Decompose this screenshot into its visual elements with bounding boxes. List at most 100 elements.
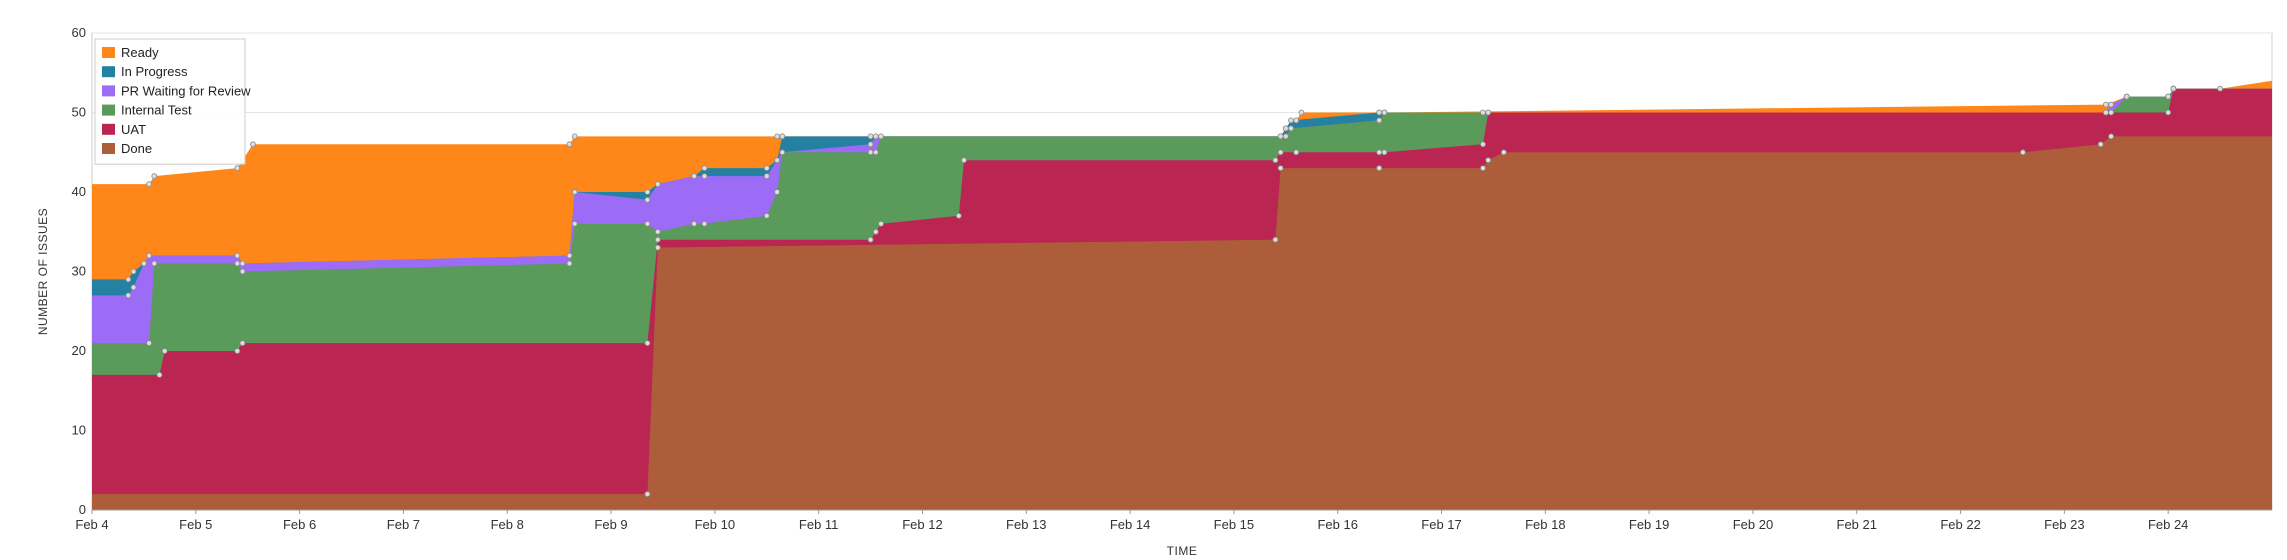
point-uat[interactable] <box>654 236 661 243</box>
point-pr-waiting-for-review[interactable] <box>130 284 137 291</box>
point-internal-test[interactable] <box>234 260 241 267</box>
point-pr-waiting-for-review[interactable] <box>234 252 241 259</box>
legend-label-internal-test[interactable]: Internal Test <box>121 103 192 118</box>
point-pr-waiting-for-review[interactable] <box>644 196 651 203</box>
point-internal-test[interactable] <box>701 220 708 227</box>
point-pr-waiting-for-review[interactable] <box>654 181 661 188</box>
legend-label-uat[interactable]: UAT <box>121 122 146 137</box>
point-ready[interactable] <box>249 141 256 148</box>
point-done[interactable] <box>654 244 661 251</box>
point-pr-waiting-for-review[interactable] <box>774 157 780 164</box>
point-internal-test[interactable] <box>644 220 651 227</box>
point-uat[interactable] <box>1277 149 1284 156</box>
point-uat[interactable] <box>955 212 962 219</box>
point-pr-waiting-for-review[interactable] <box>239 260 246 267</box>
point-in-progress[interactable] <box>867 133 874 140</box>
point-uat[interactable] <box>1272 157 1279 164</box>
point-internal-test[interactable] <box>1277 133 1284 140</box>
point-ready[interactable] <box>774 133 780 140</box>
point-internal-test[interactable] <box>763 212 770 219</box>
point-uat[interactable] <box>2165 109 2172 116</box>
point-internal-test[interactable] <box>571 220 578 227</box>
point-done[interactable] <box>1277 165 1284 172</box>
point-in-progress[interactable] <box>130 268 137 275</box>
point-uat[interactable] <box>234 348 241 354</box>
point-uat[interactable] <box>644 340 651 347</box>
point-uat[interactable] <box>161 348 168 354</box>
point-done[interactable] <box>1272 236 1279 243</box>
point-pr-waiting-for-review[interactable] <box>125 292 132 299</box>
point-ready[interactable] <box>146 181 153 188</box>
point-in-progress[interactable] <box>1282 125 1289 132</box>
point-pr-waiting-for-review[interactable] <box>763 173 770 180</box>
area-done[interactable] <box>92 136 2272 510</box>
point-done[interactable] <box>1500 149 1507 156</box>
legend-swatch-pr-waiting-for-review[interactable] <box>102 85 115 97</box>
point-ready[interactable] <box>1293 117 1300 124</box>
legend-swatch-ready[interactable] <box>102 47 115 58</box>
point-uat[interactable] <box>2102 109 2109 116</box>
point-in-progress[interactable] <box>644 189 651 195</box>
point-uat[interactable] <box>961 157 967 164</box>
point-done[interactable] <box>2097 141 2104 148</box>
point-ready[interactable] <box>571 133 578 140</box>
point-internal-test[interactable] <box>1282 133 1289 140</box>
point-uat[interactable] <box>878 220 884 227</box>
point-pr-waiting-for-review[interactable] <box>140 260 147 267</box>
point-ready[interactable] <box>234 165 241 172</box>
point-pr-waiting-for-review[interactable] <box>867 141 874 148</box>
point-internal-test[interactable] <box>774 189 780 195</box>
point-internal-test[interactable] <box>654 228 661 235</box>
point-internal-test[interactable] <box>1376 117 1383 124</box>
point-pr-waiting-for-review[interactable] <box>701 173 708 180</box>
point-in-progress[interactable] <box>125 276 132 283</box>
point-internal-test[interactable] <box>1480 109 1486 116</box>
point-internal-test[interactable] <box>691 220 697 227</box>
point-uat[interactable] <box>867 236 874 243</box>
point-internal-test[interactable] <box>151 260 158 267</box>
point-done[interactable] <box>1480 165 1486 172</box>
point-ready[interactable] <box>2217 85 2224 92</box>
point-internal-test[interactable] <box>239 268 246 275</box>
point-internal-test[interactable] <box>1288 125 1294 132</box>
point-ready[interactable] <box>151 173 158 180</box>
point-uat[interactable] <box>1381 149 1388 156</box>
point-uat[interactable] <box>2170 85 2177 92</box>
point-in-progress[interactable] <box>1376 109 1383 116</box>
legend-swatch-uat[interactable] <box>102 123 115 135</box>
legend-swatch-done[interactable] <box>102 143 115 154</box>
point-in-progress[interactable] <box>1288 117 1294 124</box>
point-done[interactable] <box>1485 157 1492 164</box>
point-done[interactable] <box>1376 165 1383 172</box>
point-done[interactable] <box>2020 149 2026 156</box>
point-uat[interactable] <box>1485 109 1492 116</box>
point-ready[interactable] <box>2102 101 2109 108</box>
point-uat[interactable] <box>1480 141 1486 148</box>
point-done[interactable] <box>644 491 651 498</box>
point-uat[interactable] <box>1293 149 1300 156</box>
point-pr-waiting-for-review[interactable] <box>691 173 697 180</box>
legend-swatch-internal-test[interactable] <box>102 104 115 116</box>
legend-label-in-progress[interactable]: In Progress <box>121 64 188 79</box>
point-uat[interactable] <box>1376 149 1383 156</box>
point-pr-waiting-for-review[interactable] <box>872 133 879 140</box>
point-internal-test[interactable] <box>779 149 786 156</box>
point-uat[interactable] <box>156 371 163 378</box>
point-internal-test[interactable] <box>2165 93 2172 100</box>
legend-label-pr-waiting-for-review[interactable]: PR Waiting for Review <box>121 83 251 98</box>
point-ready[interactable] <box>566 141 573 148</box>
point-internal-test[interactable] <box>146 340 153 347</box>
legend-swatch-in-progress[interactable] <box>102 66 115 78</box>
legend-label-ready[interactable]: Ready <box>121 45 159 60</box>
point-in-progress[interactable] <box>763 165 770 172</box>
legend-label-done[interactable]: Done <box>121 141 152 156</box>
point-done[interactable] <box>2108 133 2115 140</box>
point-pr-waiting-for-review[interactable] <box>146 252 153 259</box>
point-uat[interactable] <box>872 228 879 235</box>
point-internal-test[interactable] <box>878 133 884 140</box>
point-uat[interactable] <box>239 340 246 347</box>
point-ready[interactable] <box>1298 109 1305 116</box>
point-internal-test[interactable] <box>2123 93 2130 100</box>
point-internal-test[interactable] <box>566 260 573 267</box>
point-pr-waiting-for-review[interactable] <box>571 189 578 195</box>
